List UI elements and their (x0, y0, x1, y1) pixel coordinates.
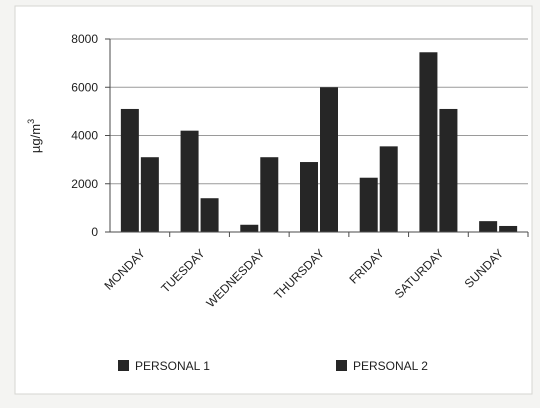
legend: PERSONAL 1 PERSONAL 2 (118, 359, 428, 373)
bar-personal-1-thursday (300, 162, 318, 232)
y-tick-label: 0 (91, 225, 98, 239)
bar-personal-2-friday (379, 146, 398, 232)
legend-swatch (118, 360, 129, 371)
bar-personal-2-wednesday (260, 157, 279, 232)
bar-personal-2-saturday (439, 108, 458, 232)
legend-swatch (336, 360, 347, 371)
bar-personal-1-sunday (479, 221, 498, 232)
legend-label: PERSONAL 1 (135, 359, 210, 373)
axes (105, 38, 529, 237)
y-axis-label: µg/m3 (26, 119, 43, 153)
bar-personal-1-wednesday (240, 224, 259, 232)
y-tick-label: 6000 (71, 80, 98, 94)
y-tick-label: 2000 (71, 177, 98, 191)
y-tick-label: 4000 (71, 129, 98, 143)
bar-personal-1-saturday (419, 52, 438, 232)
bar-personal-2-tuesday (200, 198, 219, 232)
bar-personal-2-monday (140, 157, 159, 232)
bar-personal-2-sunday (499, 225, 518, 232)
bar-personal-1-monday (120, 108, 139, 232)
bar-personal-2-thursday (320, 87, 338, 232)
bar-personal-1-friday (359, 177, 378, 232)
bar-personal-1-tuesday (180, 130, 199, 232)
gridlines (110, 38, 528, 185)
y-tick-label: 8000 (71, 32, 98, 46)
bars (120, 52, 518, 232)
legend-label: PERSONAL 2 (353, 359, 428, 373)
